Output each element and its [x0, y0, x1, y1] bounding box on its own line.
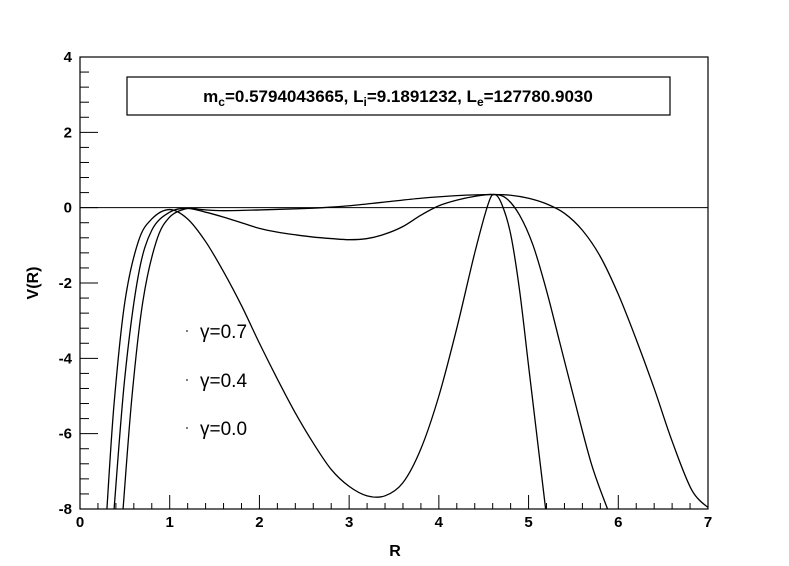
x-tick-label: 2	[255, 514, 263, 531]
curves-group	[106, 193, 708, 509]
parameter-annotation: mc=0.5794043665, Li=9.1891232, Le=127780…	[126, 76, 671, 116]
legend: γ=0.7 γ=0.4 γ=0.0	[186, 322, 247, 440]
legend-entry: γ=0.0	[186, 419, 247, 440]
x-tick-label: 4	[435, 514, 444, 531]
series-line	[113, 193, 609, 509]
y-tick-label: 2	[64, 124, 72, 141]
legend-label: γ=0.0	[200, 419, 247, 440]
y-tick-label: 0	[64, 200, 72, 217]
series-line	[122, 193, 708, 509]
y-axis-title: V(R)	[25, 267, 42, 300]
x-tick-label: 5	[524, 514, 532, 531]
series-line	[106, 193, 547, 509]
y-tick-label: 4	[64, 49, 73, 66]
y-tick-label: -4	[59, 350, 73, 367]
y-tick-labels: -8 -6 -4 -2 0 2 4	[59, 49, 73, 518]
x-tick-label: 3	[345, 514, 353, 531]
x-tick-label: 6	[614, 514, 622, 531]
x-tick-labels: 0 1 2 3 4 5 6 7	[76, 514, 712, 531]
y-axis-ticks	[80, 56, 98, 510]
y-tick-label: -8	[59, 501, 72, 518]
annotation-text: mc=0.5794043665, Li=9.1891232, Le=127780…	[203, 87, 593, 109]
legend-label: γ=0.4	[200, 371, 247, 392]
y-tick-label: -2	[59, 275, 72, 292]
x-tick-label: 7	[704, 514, 712, 531]
legend-entry: γ=0.4	[186, 371, 247, 392]
annotation-box	[126, 76, 671, 116]
legend-entry: γ=0.7	[186, 322, 247, 343]
y-tick-label: -6	[59, 426, 72, 443]
x-axis-title: R	[389, 543, 401, 560]
x-tick-label: 0	[76, 514, 84, 531]
x-axis-ticks	[79, 495, 709, 509]
legend-label: γ=0.7	[200, 322, 247, 343]
x-tick-label: 1	[166, 514, 174, 531]
